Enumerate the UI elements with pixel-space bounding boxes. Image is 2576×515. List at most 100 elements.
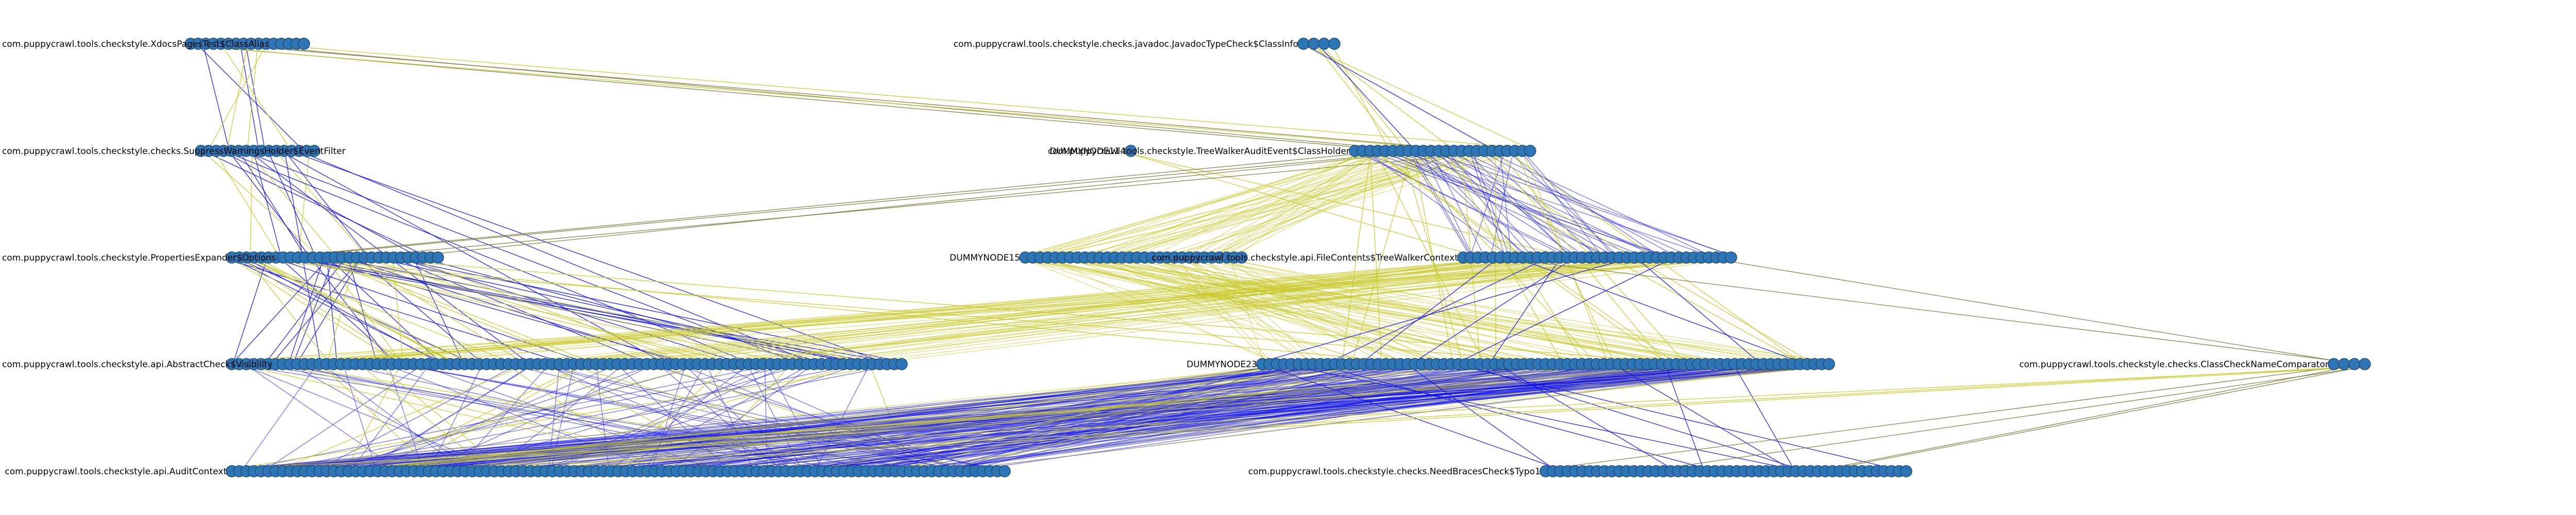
edge [1047,260,1519,362]
graph-node-n13[interactable]: com.puppycrawl.tools.checkstyle.checks.N… [1248,465,1912,477]
edge [1213,260,1497,362]
edge [765,367,768,469]
graph-node-n8[interactable]: com.puppycrawl.tools.checkstyle.api.File… [1151,251,1737,264]
edge [250,367,762,469]
node-marker[interactable] [1125,145,1137,157]
edge [363,367,1365,469]
graph-node-n10[interactable]: DUMMYNODE23 [1187,358,1835,370]
edge [704,260,1658,362]
node-marker[interactable] [1308,38,1320,50]
node-marker[interactable] [1900,465,1912,477]
edge [404,367,582,469]
node-marker[interactable] [1725,251,1737,264]
edge [715,260,1706,362]
edge [953,367,1369,469]
edge [1618,367,1789,469]
edge [1735,367,1794,469]
edge [1298,367,1787,469]
graph-node-n3[interactable]: com.puppycrawl.tools.checkstyle.checks.S… [2,145,346,157]
edge [388,367,423,469]
edge [1234,260,1715,362]
edge [250,153,334,255]
edge [1219,153,1377,255]
edge [232,367,1779,469]
node-marker[interactable] [308,145,320,157]
node-marker[interactable] [895,358,908,370]
edge [361,260,481,362]
edge-bundle-n2-n5-yellow [1308,46,1528,148]
edge [1089,260,1828,362]
node-marker[interactable] [2348,358,2361,370]
graph-node-n1[interactable]: com.puppycrawl.tools.checkstyle.XdocsPag… [2,38,310,50]
node-label: com.puppycrawl.tools.checkstyle.checks.S… [2,146,346,157]
node-marker[interactable] [1297,38,1310,50]
edge [528,367,2363,469]
edge [392,260,403,362]
edge [305,260,728,362]
edge [199,46,301,148]
edge [233,367,2363,469]
edge [235,260,440,362]
edge [1473,367,1797,469]
edge [383,153,1476,255]
node-label: com.puppycrawl.tools.checkstyle.api.Audi… [5,467,227,477]
edge [1130,153,1404,255]
edge [1410,367,1553,469]
graph-node-n5[interactable]: com.puppycrawl.tools.checkstyle.TreeWalk… [1048,145,1536,157]
node-marker[interactable] [432,251,444,264]
edge [769,367,1781,469]
edge [1163,153,1481,255]
edge [259,367,1284,469]
edge [1116,153,1448,255]
graph-node-n4[interactable]: DUMMYNODE114 [1049,145,1137,157]
edge [1074,260,1362,362]
graph-node-n2[interactable]: com.puppycrawl.tools.checkstyle.checks.j… [954,38,1341,50]
edge [1114,153,1439,255]
edge [253,153,281,255]
edge [1436,153,1729,255]
edge [368,367,529,469]
edge [244,367,1668,469]
edge-bundle-n2-n5-blue [1308,46,1491,148]
node-marker[interactable] [2359,358,2371,370]
node-marker[interactable] [298,38,310,50]
edge-layer [199,46,2365,469]
edge [1466,367,1891,469]
node-label: DUMMYNODE114 [1049,146,1126,157]
edge [769,260,1680,362]
graph-node-n7[interactable]: DUMMYNODE15 [950,251,1248,264]
edge [952,367,1709,469]
edge-bundle-n11-n12-yellow [233,367,2363,469]
edge [1324,46,1405,148]
graph-node-n11[interactable]: com.puppycrawl.tools.checkstyle.checks.C… [2019,358,2371,370]
node-marker[interactable] [2338,358,2350,370]
edge [778,260,1499,362]
edge [266,260,344,362]
edge [1264,260,1622,362]
node-marker[interactable] [998,465,1011,477]
node-marker[interactable] [1328,38,1341,50]
edge [306,153,1357,255]
graph-node-n9[interactable]: com.puppycrawl.tools.checkstyle.api.Abst… [2,358,908,370]
edge [242,260,468,362]
node-layer: com.puppycrawl.tools.checkstyle.XdocsPag… [2,38,2371,477]
node-label: com.puppycrawl.tools.checkstyle.api.File… [1151,253,1458,263]
node-marker[interactable] [1235,251,1248,264]
node-marker[interactable] [1318,38,1330,50]
edge [405,260,899,362]
graph-node-n6[interactable]: com.puppycrawl.tools.checkstyle.Properti… [2,251,444,264]
node-marker[interactable] [1823,358,1835,370]
edge-bundle-n1-n3-blue [199,46,301,148]
edge [210,153,423,255]
edge [399,260,643,362]
edge [223,46,290,148]
edge [1178,260,1655,362]
edge-bundle-n5-n6-olive [306,153,1476,255]
edge [1448,153,1538,255]
edge [1234,153,1436,255]
node-marker[interactable] [2328,358,2340,370]
edge [1092,260,1785,362]
edge [1369,153,1382,362]
graph-node-n12[interactable]: com.puppycrawl.tools.checkstyle.api.Audi… [5,465,1011,477]
node-marker[interactable] [1524,145,1536,157]
